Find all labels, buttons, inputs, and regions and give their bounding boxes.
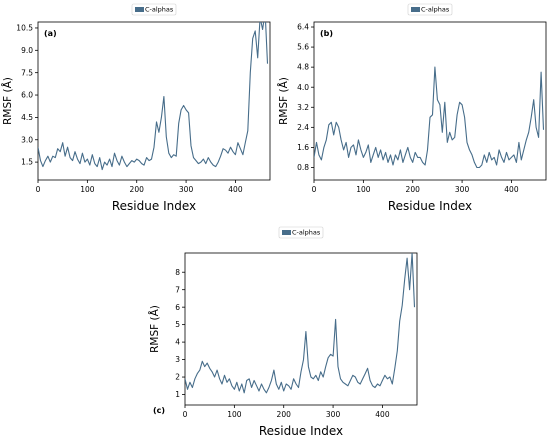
y-tick-label: 4.5 <box>21 113 33 122</box>
legend-swatch <box>135 7 144 12</box>
y-tick-label: 1.6 <box>297 143 309 152</box>
legend: C-alphas <box>278 226 324 239</box>
x-axis-title: Residue Index <box>388 199 472 213</box>
x-tick-label: 100 <box>227 410 242 419</box>
y-tick-label: 8 <box>175 268 180 277</box>
y-tick-label: 0.8 <box>297 163 309 172</box>
y-tick-label: 3.2 <box>297 103 309 112</box>
x-tick-label: 300 <box>326 410 341 419</box>
rmsf-series-line <box>314 66 545 169</box>
y-axis-title: RMSF (Å) <box>148 305 161 353</box>
y-tick-label: 3.0 <box>21 135 33 144</box>
y-tick-label: 10.5 <box>16 24 33 33</box>
axes-frame <box>37 21 271 181</box>
y-tick-label: 5.6 <box>297 43 309 52</box>
x-tick-label: 400 <box>504 185 519 194</box>
rmsf-series-line <box>185 253 416 394</box>
legend-box <box>131 3 177 16</box>
y-tick-label: 5 <box>175 320 180 329</box>
x-tick-label: 0 <box>36 185 41 194</box>
legend-label: C-alphas <box>145 6 174 14</box>
x-tick-label: 400 <box>228 185 243 194</box>
axes-frame <box>184 252 418 406</box>
x-axis-title: Residue Index <box>259 424 343 438</box>
y-tick-label: 7 <box>175 285 180 294</box>
legend-box <box>278 226 324 239</box>
x-tick-label: 0 <box>312 185 317 194</box>
y-tick-label: 4 <box>175 338 180 347</box>
x-tick-label: 200 <box>130 185 145 194</box>
y-axis-title: RMSF (Å) <box>277 77 290 125</box>
y-tick-label: 6 <box>175 303 180 312</box>
x-tick-label: 300 <box>455 185 470 194</box>
legend-swatch <box>282 230 291 235</box>
chart-panel-2: 0 100 200 300 400 0.8 1.6 2.4 3.2 4.0 4.8 5.6 6.4 Res… <box>277 3 547 213</box>
y-tick-label: 4.0 <box>297 83 309 92</box>
panel-label: (a) <box>44 29 57 38</box>
x-tick-label: 100 <box>80 185 95 194</box>
legend: C-alphas <box>407 3 453 16</box>
x-tick-label: 200 <box>277 410 292 419</box>
legend-swatch <box>411 7 420 12</box>
y-tick-label: 1.5 <box>21 158 33 167</box>
x-tick-label: 300 <box>179 185 194 194</box>
y-tick-label: 2 <box>175 373 180 382</box>
y-tick-label: 3 <box>175 355 180 364</box>
axes-frame <box>313 21 547 181</box>
rmsf-series-line <box>38 22 269 171</box>
x-tick-label: 400 <box>375 410 390 419</box>
y-tick-label: 4.8 <box>297 63 309 72</box>
panel-label: (c) <box>153 406 165 415</box>
legend-label: C-alphas <box>292 229 321 237</box>
chart-panel-3: 0 100 200 300 400 1 2 3 4 5 6 7 8 Residue Index RMSF (… <box>148 226 418 438</box>
x-tick-label: 200 <box>406 185 421 194</box>
x-tick-label: 100 <box>356 185 371 194</box>
y-axis-title: RMSF (Å) <box>1 77 14 125</box>
y-tick-label: 1 <box>175 390 180 399</box>
legend-box <box>407 3 453 16</box>
y-tick-label: 6.4 <box>297 23 309 32</box>
chart-panel-1: 0 100 200 300 400 1.5 3.0 4.5 6.0 7.5 9.0 10.5 Resid… <box>1 3 271 213</box>
y-tick-label: 9.0 <box>21 46 33 55</box>
panel-label: (b) <box>320 29 333 38</box>
y-tick-label: 7.5 <box>21 68 33 77</box>
x-tick-label: 0 <box>183 410 188 419</box>
legend-label: C-alphas <box>421 6 450 14</box>
x-axis-title: Residue Index <box>112 199 196 213</box>
y-tick-label: 6.0 <box>21 91 33 100</box>
y-tick-label: 2.4 <box>297 123 309 132</box>
legend: C-alphas <box>131 3 177 16</box>
